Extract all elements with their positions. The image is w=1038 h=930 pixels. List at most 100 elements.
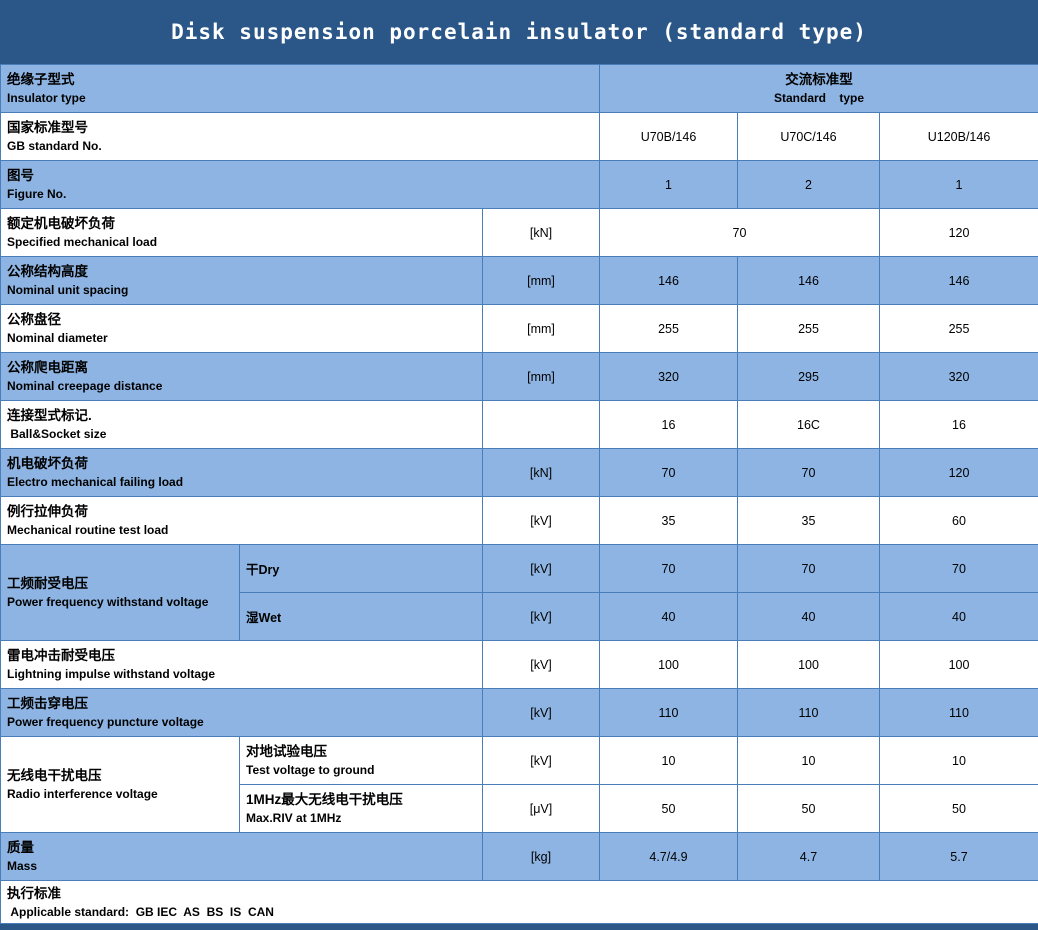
nominal-diameter-zh-text: 公称盘径 bbox=[7, 310, 476, 329]
nominal-creepage-distance-value: 320 bbox=[600, 353, 738, 401]
ball-socket-size-value: 16 bbox=[600, 401, 738, 449]
ball-socket-size-value: 16 bbox=[880, 401, 1038, 449]
nominal-diameter-value: 255 bbox=[600, 305, 738, 353]
insulator-type-zh-text: 交流标准型 bbox=[606, 70, 1032, 89]
riv-test-voltage-to-ground-value: 10 bbox=[600, 737, 738, 785]
insulator-type-zh-text: 绝缘子型式 bbox=[7, 70, 593, 89]
pf-withstand-dry-sub: 干Dry bbox=[240, 545, 483, 593]
mass-value: 5.7 bbox=[880, 833, 1038, 881]
title-bar: Disk suspension porcelain insulator (sta… bbox=[0, 0, 1038, 64]
lightning-impulse-withstand-voltage-zh-text: 雷电冲击耐受电压 bbox=[7, 646, 476, 665]
lightning-impulse-withstand-voltage-en-text: Lightning impulse withstand voltage bbox=[7, 665, 476, 683]
gb-standard-no-value: U70B/146 bbox=[600, 113, 738, 161]
specified-mechanical-load-zh-text: 额定机电破坏负荷 bbox=[7, 214, 476, 233]
specified-mechanical-load-value: 120 bbox=[880, 209, 1038, 257]
applicable-standard-en-text: Applicable standard: GB IEC AS BS IS CAN bbox=[7, 903, 1032, 921]
figure-no-value: 1 bbox=[880, 161, 1038, 209]
mechanical-routine-test-load-unit: [kV] bbox=[483, 497, 600, 545]
ball-socket-size-label: 连接型式标记. Ball&Socket size bbox=[1, 401, 483, 449]
electro-mechanical-failing-load-unit: [kN] bbox=[483, 449, 600, 497]
applicable-standard-label: 执行标准 Applicable standard: GB IEC AS BS I… bbox=[1, 881, 1038, 924]
pf-puncture-voltage-value: 110 bbox=[880, 689, 1038, 737]
riv-test-voltage-to-ground-en-text: Test voltage to ground bbox=[246, 761, 476, 779]
riv-test-voltage-to-ground-value: 10 bbox=[880, 737, 1038, 785]
riv-test-voltage-to-ground-unit: [kV] bbox=[483, 737, 600, 785]
pf-puncture-voltage-value: 110 bbox=[738, 689, 880, 737]
mass-en-text: Mass bbox=[7, 857, 476, 875]
pf-puncture-voltage-value: 110 bbox=[600, 689, 738, 737]
pf-puncture-voltage-zh-text: 工频击穿电压 bbox=[7, 694, 476, 713]
insulator-type-en-text: Insulator type bbox=[7, 89, 593, 107]
riv-max-1mhz-zh-text: 1MHz最大无线电干扰电压 bbox=[246, 790, 476, 809]
nominal-diameter-en-text: Nominal diameter bbox=[7, 329, 476, 347]
riv-max-1mhz-en-text: Max.RIV at 1MHz bbox=[246, 809, 476, 827]
electro-mechanical-failing-load-value: 70 bbox=[600, 449, 738, 497]
applicable-standard-zh-text: 执行标准 bbox=[7, 884, 1032, 903]
riv-test-voltage-to-ground-zh-text: 对地试验电压 bbox=[246, 742, 476, 761]
mass-zh-text: 质量 bbox=[7, 838, 476, 857]
pf-withstand-dry-unit: [kV] bbox=[483, 545, 600, 593]
electro-mechanical-failing-load-zh-text: 机电破坏负荷 bbox=[7, 454, 476, 473]
nominal-unit-spacing-unit: [mm] bbox=[483, 257, 600, 305]
pf-withstand-wet-value: 40 bbox=[600, 593, 738, 641]
mechanical-routine-test-load-value: 35 bbox=[600, 497, 738, 545]
nominal-creepage-distance-unit: [mm] bbox=[483, 353, 600, 401]
nominal-creepage-distance-zh-text: 公称爬电距离 bbox=[7, 358, 476, 377]
pf-withstand-wet-unit: [kV] bbox=[483, 593, 600, 641]
riv-max-1mhz-value: 50 bbox=[738, 785, 880, 833]
specified-mechanical-load-value: 70 bbox=[600, 209, 880, 257]
lightning-impulse-withstand-voltage-value: 100 bbox=[738, 641, 880, 689]
mass-value: 4.7 bbox=[738, 833, 880, 881]
ball-socket-size-unit bbox=[483, 401, 600, 449]
mechanical-routine-test-load-en-text: Mechanical routine test load bbox=[7, 521, 476, 539]
pf-puncture-voltage-unit: [kV] bbox=[483, 689, 600, 737]
nominal-diameter-value: 255 bbox=[880, 305, 1038, 353]
riv-test-voltage-to-ground-en-text: Radio interference voltage bbox=[7, 785, 233, 803]
pf-puncture-voltage-en-text: Power frequency puncture voltage bbox=[7, 713, 476, 731]
mass-unit: [kg] bbox=[483, 833, 600, 881]
figure-no-zh-text: 图号 bbox=[7, 166, 593, 185]
mechanical-routine-test-load-value: 35 bbox=[738, 497, 880, 545]
mass-value: 4.7/4.9 bbox=[600, 833, 738, 881]
ball-socket-size-value: 16C bbox=[738, 401, 880, 449]
ball-socket-size-zh-text: 连接型式标记. bbox=[7, 406, 476, 425]
nominal-unit-spacing-en-text: Nominal unit spacing bbox=[7, 281, 476, 299]
mechanical-routine-test-load-zh-text: 例行拉伸负荷 bbox=[7, 502, 476, 521]
gb-standard-no-value: U70C/146 bbox=[738, 113, 880, 161]
footer-bar bbox=[0, 924, 1038, 930]
nominal-creepage-distance-en-text: Nominal creepage distance bbox=[7, 377, 476, 395]
gb-standard-no-zh-text: 国家标准型号 bbox=[7, 118, 593, 137]
pf-withstand-wet-sub: 湿Wet bbox=[240, 593, 483, 641]
figure-no-en-text: Figure No. bbox=[7, 185, 593, 203]
pf-withstand-dry-value: 70 bbox=[880, 545, 1038, 593]
electro-mechanical-failing-load-value: 120 bbox=[880, 449, 1038, 497]
specified-mechanical-load-unit: [kN] bbox=[483, 209, 600, 257]
riv-max-1mhz-value: 50 bbox=[600, 785, 738, 833]
riv-max-1mhz-value: 50 bbox=[880, 785, 1038, 833]
nominal-unit-spacing-value: 146 bbox=[738, 257, 880, 305]
riv-test-voltage-to-ground-value: 10 bbox=[738, 737, 880, 785]
electro-mechanical-failing-load-en-text: Electro mechanical failing load bbox=[7, 473, 476, 491]
